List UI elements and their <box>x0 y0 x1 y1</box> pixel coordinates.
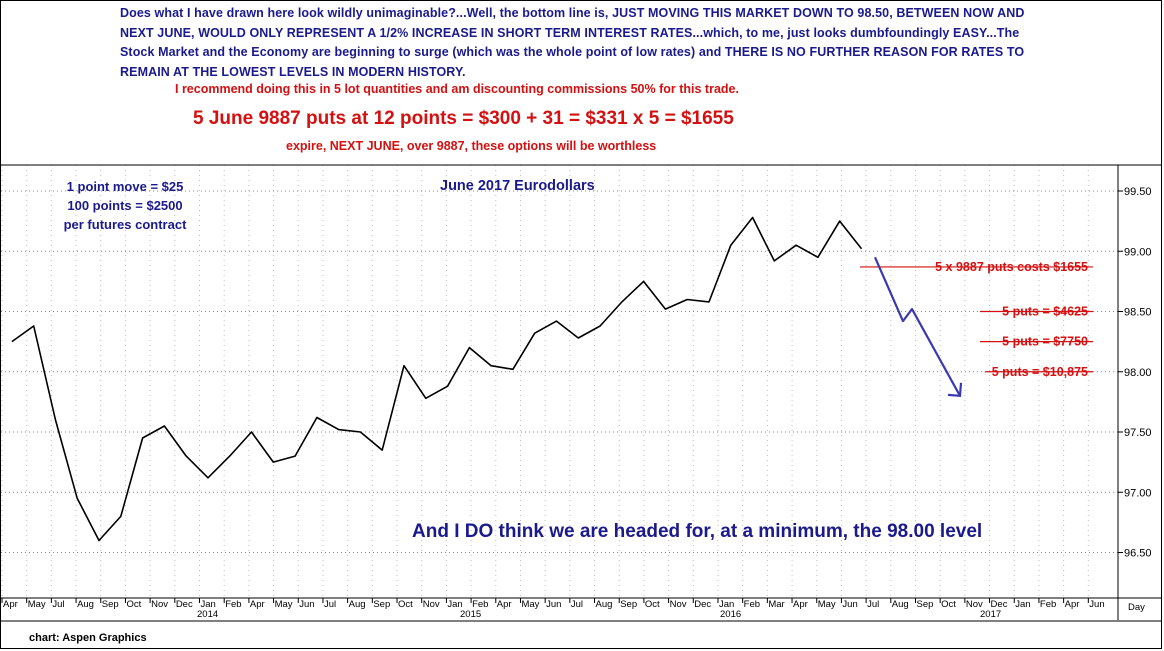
x-tick-label: Jun <box>299 599 314 610</box>
x-tick-label: Aug <box>77 599 94 610</box>
x-axis-title: Day <box>1128 602 1145 613</box>
projection-arrow-head <box>947 382 963 398</box>
x-tick-label: May <box>275 599 293 610</box>
x-tick-label: Sep <box>102 599 119 610</box>
x-tick-label: Aug <box>349 599 366 610</box>
x-year-label: 2015 <box>460 609 481 620</box>
contract-value-line: 1 point move = $25 <box>66 179 184 194</box>
y-tick-label: 98.50 <box>1124 307 1152 319</box>
x-tick-label: May <box>28 599 46 610</box>
x-tick-label: Mar <box>768 599 784 610</box>
chart-title: June 2017 Eurodollars <box>440 178 595 194</box>
x-tick-label: Oct <box>126 599 141 610</box>
x-tick-label: Jul <box>52 599 64 610</box>
x-tick-label: Jan <box>447 599 462 610</box>
expiry-note: expire, NEXT JUNE, over 9887, these opti… <box>286 139 657 153</box>
x-tick-label: Jan <box>719 599 734 610</box>
x-tick-label: Oct <box>941 599 956 610</box>
contract-value-line: 100 points = $2500 <box>67 198 183 213</box>
x-tick-label: Jun <box>1089 599 1104 610</box>
x-tick-label: Nov <box>670 599 687 610</box>
projection-layer: 5 x 9887 puts costs $1655 5 puts = $4625 5… <box>860 256 1093 398</box>
x-tick-label: Sep <box>620 599 637 610</box>
x-tick-label: Apr <box>793 599 808 610</box>
x-tick-label: Nov <box>966 599 983 610</box>
y-tick-label: 96.50 <box>1124 548 1152 560</box>
price-series-line <box>11 216 863 542</box>
x-tick-label: Feb <box>744 599 760 610</box>
x-tick-label: Jul <box>867 599 879 610</box>
x-tick-label: Jan <box>1015 599 1030 610</box>
x-tick-label: Feb <box>225 599 241 610</box>
projection-arrow <box>873 256 961 397</box>
x-tick-label: Jan <box>201 599 216 610</box>
strike-level-label: 5 puts = $7750 <box>1002 335 1088 349</box>
x-tick-label: Apr <box>3 599 18 610</box>
series-layer <box>11 216 863 542</box>
x-tick-label: Jun <box>842 599 857 610</box>
x-year-label: 2017 <box>980 609 1001 620</box>
x-year-label: 2014 <box>197 609 218 620</box>
strike-level-label: 5 puts = $4625 <box>1002 305 1088 319</box>
x-tick-label: Dec <box>991 599 1008 610</box>
commentary-paragraph: Does what I have drawn here look wildly … <box>120 6 1025 79</box>
x-tick-label: Aug <box>892 599 909 610</box>
x-tick-label: Apr <box>497 599 512 610</box>
y-tick-label: 98.00 <box>1124 367 1152 379</box>
x-tick-label: Dec <box>694 599 711 610</box>
y-tick-label: 99.00 <box>1124 246 1152 258</box>
strike-level-label: 5 puts = $10,875 <box>992 365 1088 379</box>
x-tick-label: Jul <box>324 599 336 610</box>
x-tick-label: Apr <box>250 599 265 610</box>
x-tick-label: Oct <box>398 599 413 610</box>
axis-layer: 96.50 97.00 97.50 98.00 98.50 99.00 99.50 Apr Ma… <box>0 164 1162 622</box>
y-tick-label: 99.50 <box>1124 186 1152 198</box>
x-tick-label: Feb <box>472 599 488 610</box>
trade-summary: 5 June 9887 puts at 12 points = $300 + 3… <box>193 108 734 129</box>
x-tick-label: Feb <box>1040 599 1056 610</box>
x-tick-label: Nov <box>151 599 168 610</box>
x-year-label: 2016 <box>720 609 741 620</box>
x-tick-label: May <box>818 599 836 610</box>
recommendation-text: I recommend doing this in 5 lot quantiti… <box>175 82 739 96</box>
strike-level-label: 5 x 9887 puts costs $1655 <box>935 260 1088 274</box>
y-tick-label: 97.00 <box>1124 487 1152 499</box>
x-tick-label: Sep <box>916 599 933 610</box>
x-tick-label: Jun <box>546 599 561 610</box>
x-tick-label: May <box>521 599 539 610</box>
forecast-comment: And I DO think we are headed for, at a m… <box>412 521 983 542</box>
y-tick-label: 97.50 <box>1124 427 1152 439</box>
contract-value-note: 1 point move = $25 100 points = $2500 pe… <box>20 177 230 234</box>
x-tick-label: Oct <box>645 599 660 610</box>
x-tick-label: Aug <box>596 599 613 610</box>
x-tick-label: Apr <box>1065 599 1080 610</box>
x-tick-label: Dec <box>176 599 193 610</box>
chart-credit: chart: Aspen Graphics <box>29 632 147 644</box>
x-tick-label: Sep <box>373 599 390 610</box>
grid-layer <box>1 165 1118 598</box>
contract-value-line: per futures contract <box>63 217 187 232</box>
x-tick-label: Jul <box>571 599 583 610</box>
x-tick-label: Nov <box>423 599 440 610</box>
